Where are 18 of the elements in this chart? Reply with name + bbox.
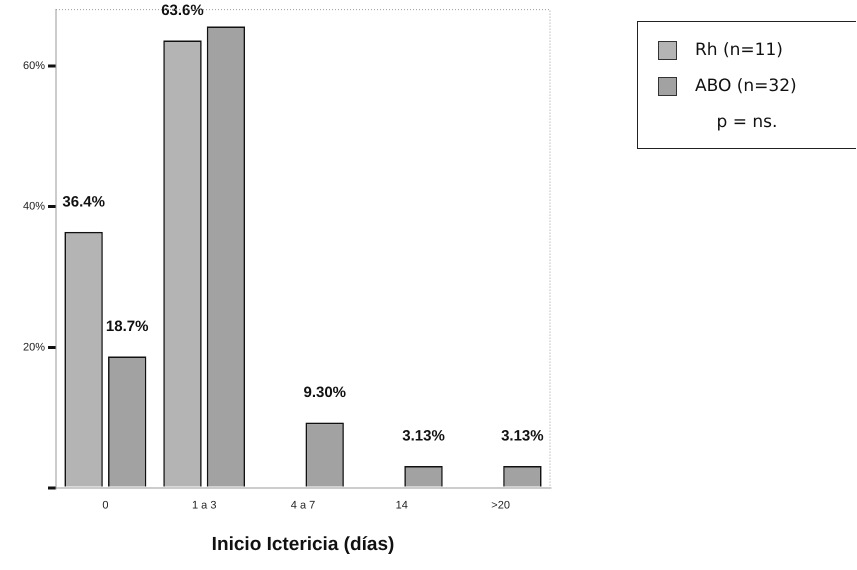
y-tick-label: 20% (22, 341, 46, 354)
x-tick-label: 4 a 7 (290, 500, 316, 512)
y-tick-label: 60% (22, 60, 46, 72)
x-tick-label: 1 a 3 (192, 500, 216, 512)
x-tick-label: 14 (396, 500, 408, 512)
legend-label: Rh (n=11) (695, 40, 783, 60)
data-label: 63.6% (161, 2, 204, 20)
data-label: 9.30% (303, 384, 346, 402)
legend-label: ABO (n=32) (695, 76, 797, 96)
x-axis-title: Inicio Ictericia (días) (212, 534, 394, 555)
data-label: 36.4% (62, 194, 105, 211)
x-tick-label: >20 (491, 500, 510, 512)
x-tick-label: 0 (102, 500, 108, 512)
data-label: 3.13% (501, 428, 544, 445)
data-label: 3.13% (402, 428, 445, 445)
y-tick-label: 40% (22, 200, 46, 213)
data-label: 18.7% (106, 318, 148, 336)
text: p = ns. (716, 112, 778, 132)
